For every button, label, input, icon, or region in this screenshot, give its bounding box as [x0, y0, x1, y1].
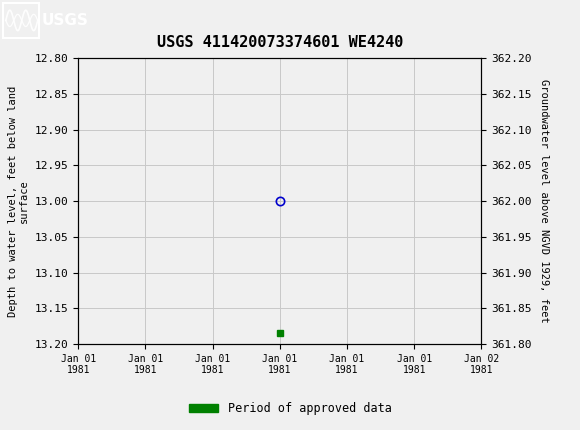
Y-axis label: Groundwater level above NGVD 1929, feet: Groundwater level above NGVD 1929, feet [539, 79, 549, 323]
Text: USGS: USGS [42, 13, 89, 28]
Y-axis label: Depth to water level, feet below land
surface: Depth to water level, feet below land su… [8, 86, 29, 316]
Title: USGS 411420073374601 WE4240: USGS 411420073374601 WE4240 [157, 35, 403, 50]
Bar [3, 3, 39, 37]
Legend: Period of approved data: Period of approved data [184, 397, 396, 420]
